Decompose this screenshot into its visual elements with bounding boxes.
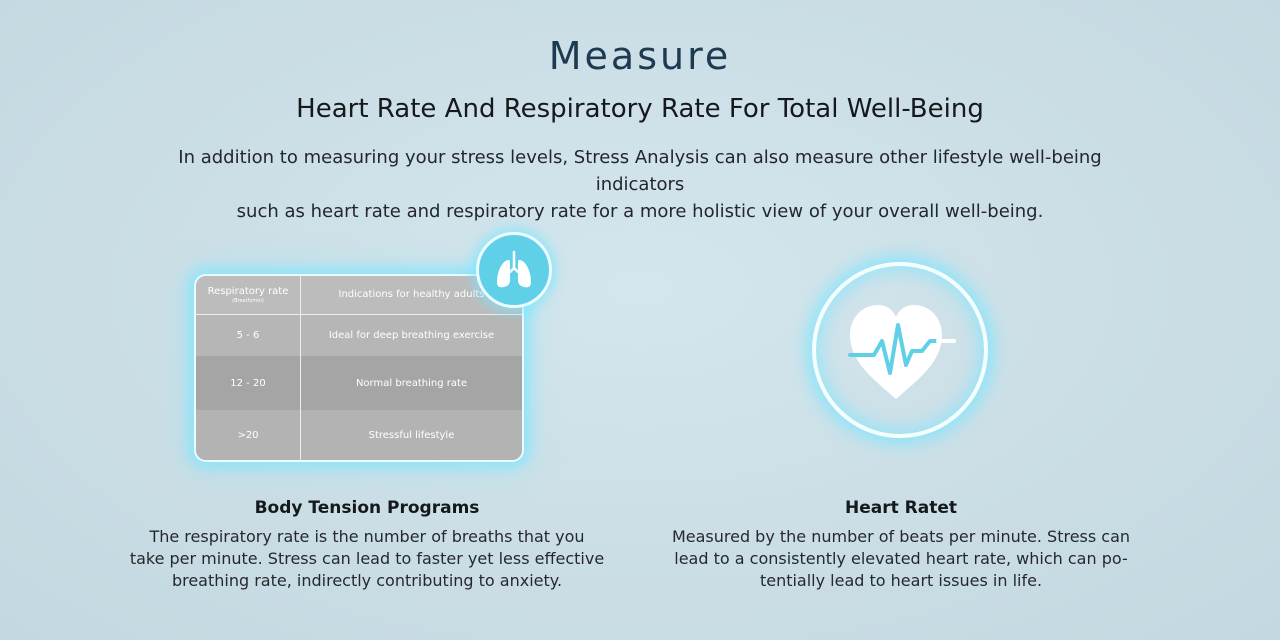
table-header-rate: Respiratory rate (Breath/min)	[196, 276, 301, 314]
intro-line-2: such as heart rate and respiratory rate …	[236, 201, 1044, 222]
heart-badge	[812, 262, 988, 438]
page-subtitle: Heart Rate And Respiratory Rate For Tota…	[296, 94, 984, 124]
table-cell-indication: Stressful lifestyle	[368, 429, 455, 441]
table-header-rate-unit: (Breath/min)	[232, 297, 264, 304]
intro-line-1: In addition to measuring your stress lev…	[178, 147, 1102, 195]
table-row: 5 - 6 Ideal for deep breathing exercise	[196, 314, 522, 356]
respiratory-rate-table-card: Respiratory rate (Breath/min) Indication…	[194, 274, 524, 462]
heart-rate-line-3: tentially lead to heart issues in life.	[759, 571, 1043, 590]
table-header-indication: Indications for healthy adults	[338, 289, 485, 301]
body-tension-description: The respiratory rate is the number of br…	[127, 526, 607, 592]
heart-rate-title: Heart Ratet	[844, 498, 957, 518]
heart-rate-description: Measured by the number of beats per minu…	[661, 526, 1141, 592]
intro-text: In addition to measuring your stress lev…	[150, 144, 1130, 225]
table-cell-indication: Ideal for deep breathing exercise	[328, 329, 495, 341]
heart-rate-line-2: lead to a consistently elevated heart ra…	[674, 549, 1128, 568]
table-header-row: Respiratory rate (Breath/min) Indication…	[196, 276, 522, 314]
body-tension-line-1: The respiratory rate is the number of br…	[149, 527, 585, 546]
lungs-badge	[476, 232, 552, 308]
table-row: 12 - 20 Normal breathing rate	[196, 356, 522, 410]
table-cell-rate: 5 - 6	[196, 314, 301, 356]
table-cell-rate: 12 - 20	[196, 356, 301, 410]
table-cell-rate: >20	[196, 410, 301, 460]
table-row: >20 Stressful lifestyle	[196, 410, 522, 460]
table-header-rate-label: Respiratory rate	[207, 285, 289, 297]
respiratory-rate-table: Respiratory rate (Breath/min) Indication…	[196, 276, 522, 460]
page-title: Measure	[548, 34, 732, 78]
body-tension-line-3: breathing rate, indirectly contributing …	[171, 571, 563, 590]
lungs-icon	[497, 250, 531, 288]
body-tension-title: Body Tension Programs	[254, 498, 480, 518]
heart-pulse-icon	[848, 305, 956, 399]
table-cell-indication: Normal breathing rate	[355, 377, 468, 389]
heart-rate-line-1: Measured by the number of beats per minu…	[671, 527, 1131, 546]
body-tension-line-2: take per minute. Stress can lead to fast…	[129, 549, 605, 568]
